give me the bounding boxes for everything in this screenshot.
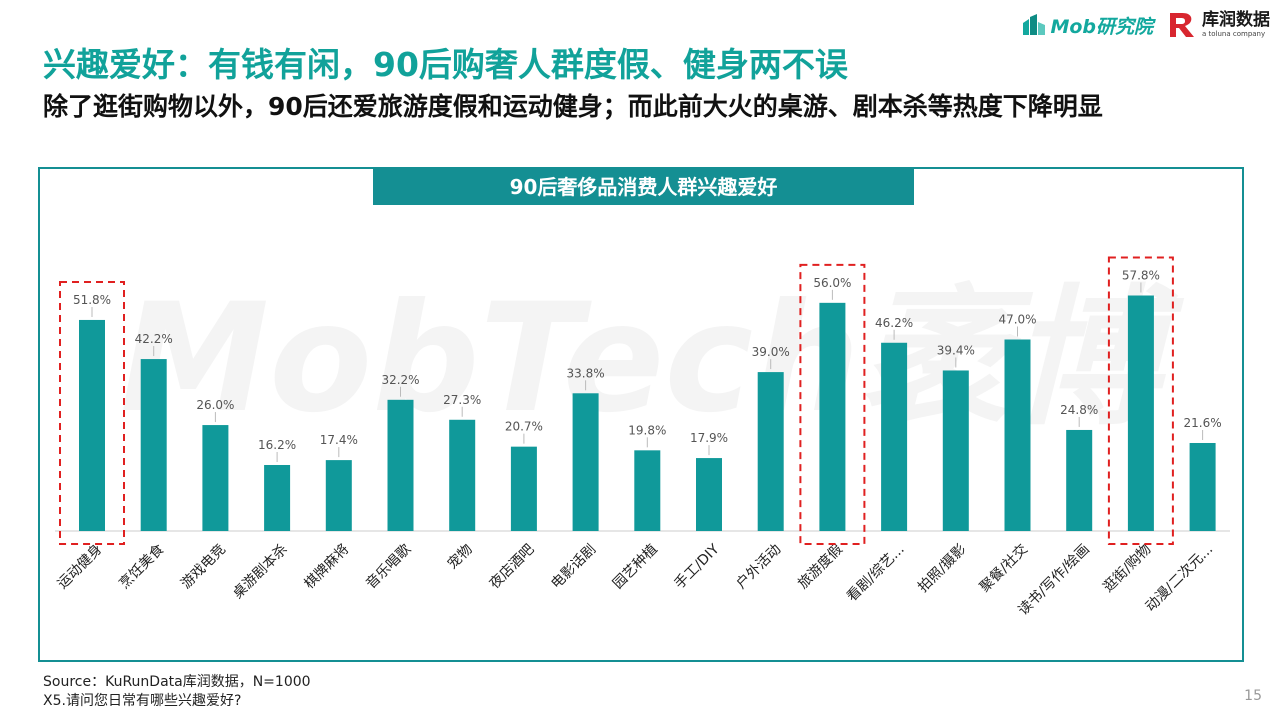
bar xyxy=(1189,442,1216,531)
value-label: 26.0% xyxy=(196,398,234,412)
value-label: 20.7% xyxy=(505,420,543,434)
category-label: 烹饪美食 xyxy=(116,541,168,593)
value-label: 27.3% xyxy=(443,393,481,407)
page-title: 兴趣爱好：有钱有闲，90后购奢人群度假、健身两不误 xyxy=(43,45,848,84)
category-label: 棋牌麻将 xyxy=(301,541,353,593)
bar xyxy=(819,302,846,531)
bar xyxy=(264,464,291,531)
page-number: 15 xyxy=(1244,688,1262,704)
kurun-logo: 库润数据 a toluna company xyxy=(1167,11,1270,39)
page-subtitle: 除了逛街购物以外，90后还爱旅游度假和运动健身；而此前大火的桌游、剧本杀等热度下… xyxy=(43,92,1103,121)
category-label: 宠物 xyxy=(445,541,476,572)
value-label: 16.2% xyxy=(258,438,296,452)
kurun-logo-main: 库润数据 xyxy=(1202,10,1270,30)
value-label: 42.2% xyxy=(135,332,173,346)
value-label: 21.6% xyxy=(1184,416,1222,430)
value-label: 24.8% xyxy=(1060,403,1098,417)
chart-frame xyxy=(38,167,1244,662)
highlight-box xyxy=(1107,256,1174,545)
bar xyxy=(510,446,537,531)
value-label: 39.4% xyxy=(937,343,975,357)
value-label: 46.2% xyxy=(875,316,913,330)
value-label: 47.0% xyxy=(998,313,1036,327)
bar xyxy=(696,458,722,531)
bar xyxy=(79,319,105,531)
category-label: 手工/DIY xyxy=(672,541,723,592)
value-label: 57.8% xyxy=(1122,269,1160,283)
highlight-box xyxy=(799,263,866,545)
bar xyxy=(325,460,352,531)
bar xyxy=(881,342,908,531)
category-label: 拍照/摄影 xyxy=(915,541,969,595)
bar xyxy=(572,393,599,531)
value-label: 32.2% xyxy=(381,373,419,387)
source-note: Source：KuRunData库润数据，N=1000 xyxy=(43,674,311,690)
bar xyxy=(449,419,476,531)
category-label: 户外活动 xyxy=(733,541,785,593)
bar xyxy=(202,425,229,531)
kurun-logo-sub: a toluna company xyxy=(1202,30,1266,38)
category-label: 看剧/综艺... xyxy=(844,541,908,605)
highlight-box xyxy=(59,280,125,545)
bar xyxy=(634,450,661,531)
value-label: 51.8% xyxy=(73,293,111,307)
bar xyxy=(1066,429,1093,531)
category-label: 逛街/购物 xyxy=(1100,541,1154,595)
value-label: 19.8% xyxy=(628,423,666,437)
building-icon xyxy=(1023,14,1046,35)
bar xyxy=(1004,339,1031,531)
category-label: 夜店酒吧 xyxy=(487,541,538,592)
chart-title: 90后奢侈品消费人群兴趣爱好 xyxy=(373,169,914,205)
bar xyxy=(1127,295,1154,531)
question-note: X5.请问您日常有哪些兴趣爱好? xyxy=(43,693,242,709)
value-label: 39.0% xyxy=(752,345,790,359)
category-label: 电影话剧 xyxy=(548,541,599,592)
category-label: 音乐唱歌 xyxy=(362,541,414,593)
value-label: 56.0% xyxy=(813,276,851,290)
category-label: 运动健身 xyxy=(55,541,106,592)
value-label: 17.4% xyxy=(320,433,358,447)
header-logos: Mob研究院 库润数据 a toluna company xyxy=(1022,8,1270,42)
category-label: 园艺种植 xyxy=(610,541,661,592)
value-label: 33.8% xyxy=(567,366,605,380)
value-label: 17.9% xyxy=(690,431,728,445)
bar xyxy=(757,372,784,531)
category-label: 桌游剧本杀 xyxy=(230,541,291,602)
bar xyxy=(140,359,167,531)
footer-notes: Source：KuRunData库润数据，N=1000 X5.请问您日常有哪些兴… xyxy=(43,673,311,711)
mob-logo-text: Mob研究院 xyxy=(1050,15,1153,38)
mob-logo: Mob研究院 xyxy=(1022,12,1153,39)
category-label: 旅游度假 xyxy=(795,541,846,592)
bar xyxy=(387,399,414,531)
category-label: 聚餐/社交 xyxy=(976,541,1031,596)
kurun-r-icon xyxy=(1170,13,1194,37)
category-label: 游戏电竞 xyxy=(177,541,229,593)
bar xyxy=(942,370,969,531)
